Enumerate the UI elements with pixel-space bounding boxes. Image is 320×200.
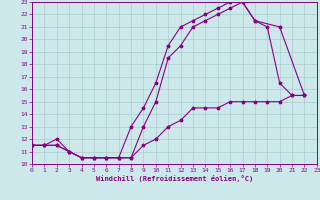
X-axis label: Windchill (Refroidissement éolien,°C): Windchill (Refroidissement éolien,°C) — [96, 175, 253, 182]
